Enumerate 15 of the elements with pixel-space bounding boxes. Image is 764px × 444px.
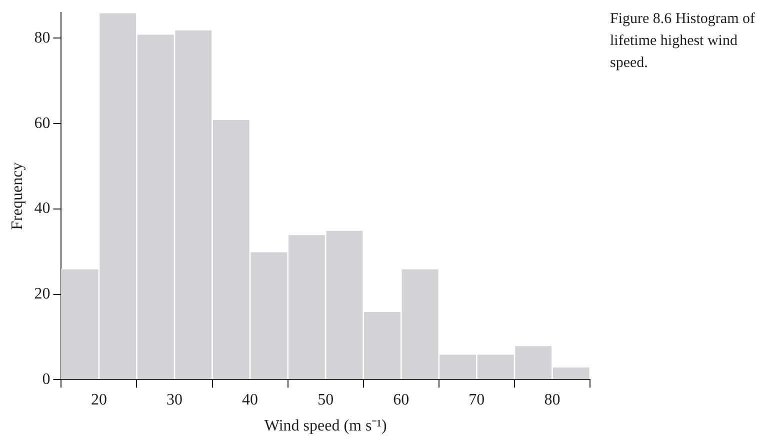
y-tick-label: 80: [34, 29, 50, 46]
y-tick-label: 60: [34, 114, 50, 132]
x-tick-label: 20: [90, 391, 107, 408]
y-tick-label: 0: [42, 370, 50, 388]
x-axis-title: Wind speed (m s⁻¹): [264, 418, 387, 435]
x-tick-label: 40: [242, 391, 258, 408]
y-tick-label: 20: [34, 285, 50, 302]
x-tick-label: 60: [393, 391, 410, 408]
x-tick-label: 70: [468, 391, 485, 408]
x-tick-label: 30: [166, 391, 183, 408]
y-tick-label: 40: [34, 200, 50, 218]
text: Figure 8.6 Histogram of lifetime highest wind speed.: [610, 10, 756, 73]
x-tick-label: 50: [318, 391, 334, 408]
y-axis-title: Frequency: [8, 162, 26, 230]
x-tick-label: 80: [544, 391, 560, 408]
